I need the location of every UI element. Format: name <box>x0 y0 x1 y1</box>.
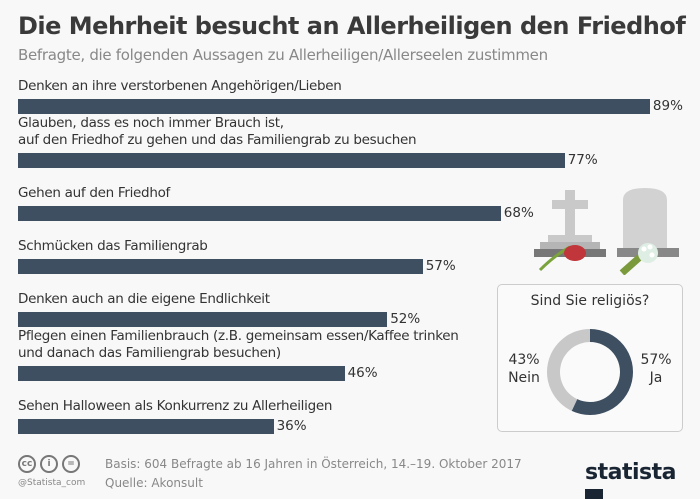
bar-value-label: 77% <box>567 152 598 168</box>
religion-donut-panel: Sind Sie religiös? 43% Nein 57% Ja <box>497 284 683 432</box>
bar <box>18 366 345 381</box>
donut-slice-ja <box>571 329 633 415</box>
nd-icon: = <box>62 455 80 473</box>
footer-source: Quelle: Akonsult <box>105 476 203 490</box>
donut-category-nein: Nein <box>508 370 540 386</box>
statista-handle[interactable]: @Statista_com <box>18 478 86 488</box>
statista-logo[interactable]: statista <box>585 460 700 499</box>
chart-subtitle: Befragte, die folgenden Aussagen zu Alle… <box>18 46 548 64</box>
bar <box>18 206 501 221</box>
by-icon: i <box>40 455 58 473</box>
bar-value-label: 89% <box>652 98 683 114</box>
donut-title: Sind Sie religiös? <box>530 293 650 309</box>
bar <box>18 312 388 327</box>
donut-chart <box>547 329 633 415</box>
bar <box>18 419 274 434</box>
chart-title: Die Mehrheit besucht an Allerheiligen de… <box>18 12 686 40</box>
donut-value-nein: 43% <box>508 352 540 368</box>
bar-category-label: Gehen auf den Friedhof <box>18 185 170 201</box>
donut-slice-nein <box>547 329 590 411</box>
bar-value-label: 52% <box>390 311 421 327</box>
bar <box>18 99 650 114</box>
bar-value-label: 57% <box>425 258 456 274</box>
bar-category-label: Schmücken das Familiengrab <box>18 238 208 254</box>
footer-basis: Basis: 604 Befragte ab 16 Jahren in Öste… <box>105 457 522 471</box>
grave-illustration-icon <box>534 188 679 275</box>
bar-category-label: Denken auch an die eigene Endlichkeit <box>18 291 270 307</box>
bar-category-label: Glauben, dass es noch immer Brauch ist, … <box>18 115 417 148</box>
bar-category-label: Pflegen einen Familienbrauch (z.B. gemei… <box>18 328 459 361</box>
bar <box>18 153 565 168</box>
statista-logo-text: statista <box>585 460 676 485</box>
donut-label-nein: 43% Nein <box>504 351 544 387</box>
bar-category-label: Sehen Halloween als Konkurrenz zu Allerh… <box>18 398 333 414</box>
bar <box>18 259 423 274</box>
bar-value-label: 68% <box>503 205 534 221</box>
statista-logo-icon <box>585 489 603 499</box>
donut-label-ja: 57% Ja <box>636 351 676 387</box>
bar-value-label: 46% <box>347 365 378 381</box>
donut-category-ja: Ja <box>649 370 663 386</box>
bar-value-label: 36% <box>276 418 307 434</box>
cc-icon: cc <box>18 455 36 473</box>
bar-category-label: Denken an ihre verstorbenen Angehörigen/… <box>18 78 342 94</box>
donut-value-ja: 57% <box>640 352 672 368</box>
